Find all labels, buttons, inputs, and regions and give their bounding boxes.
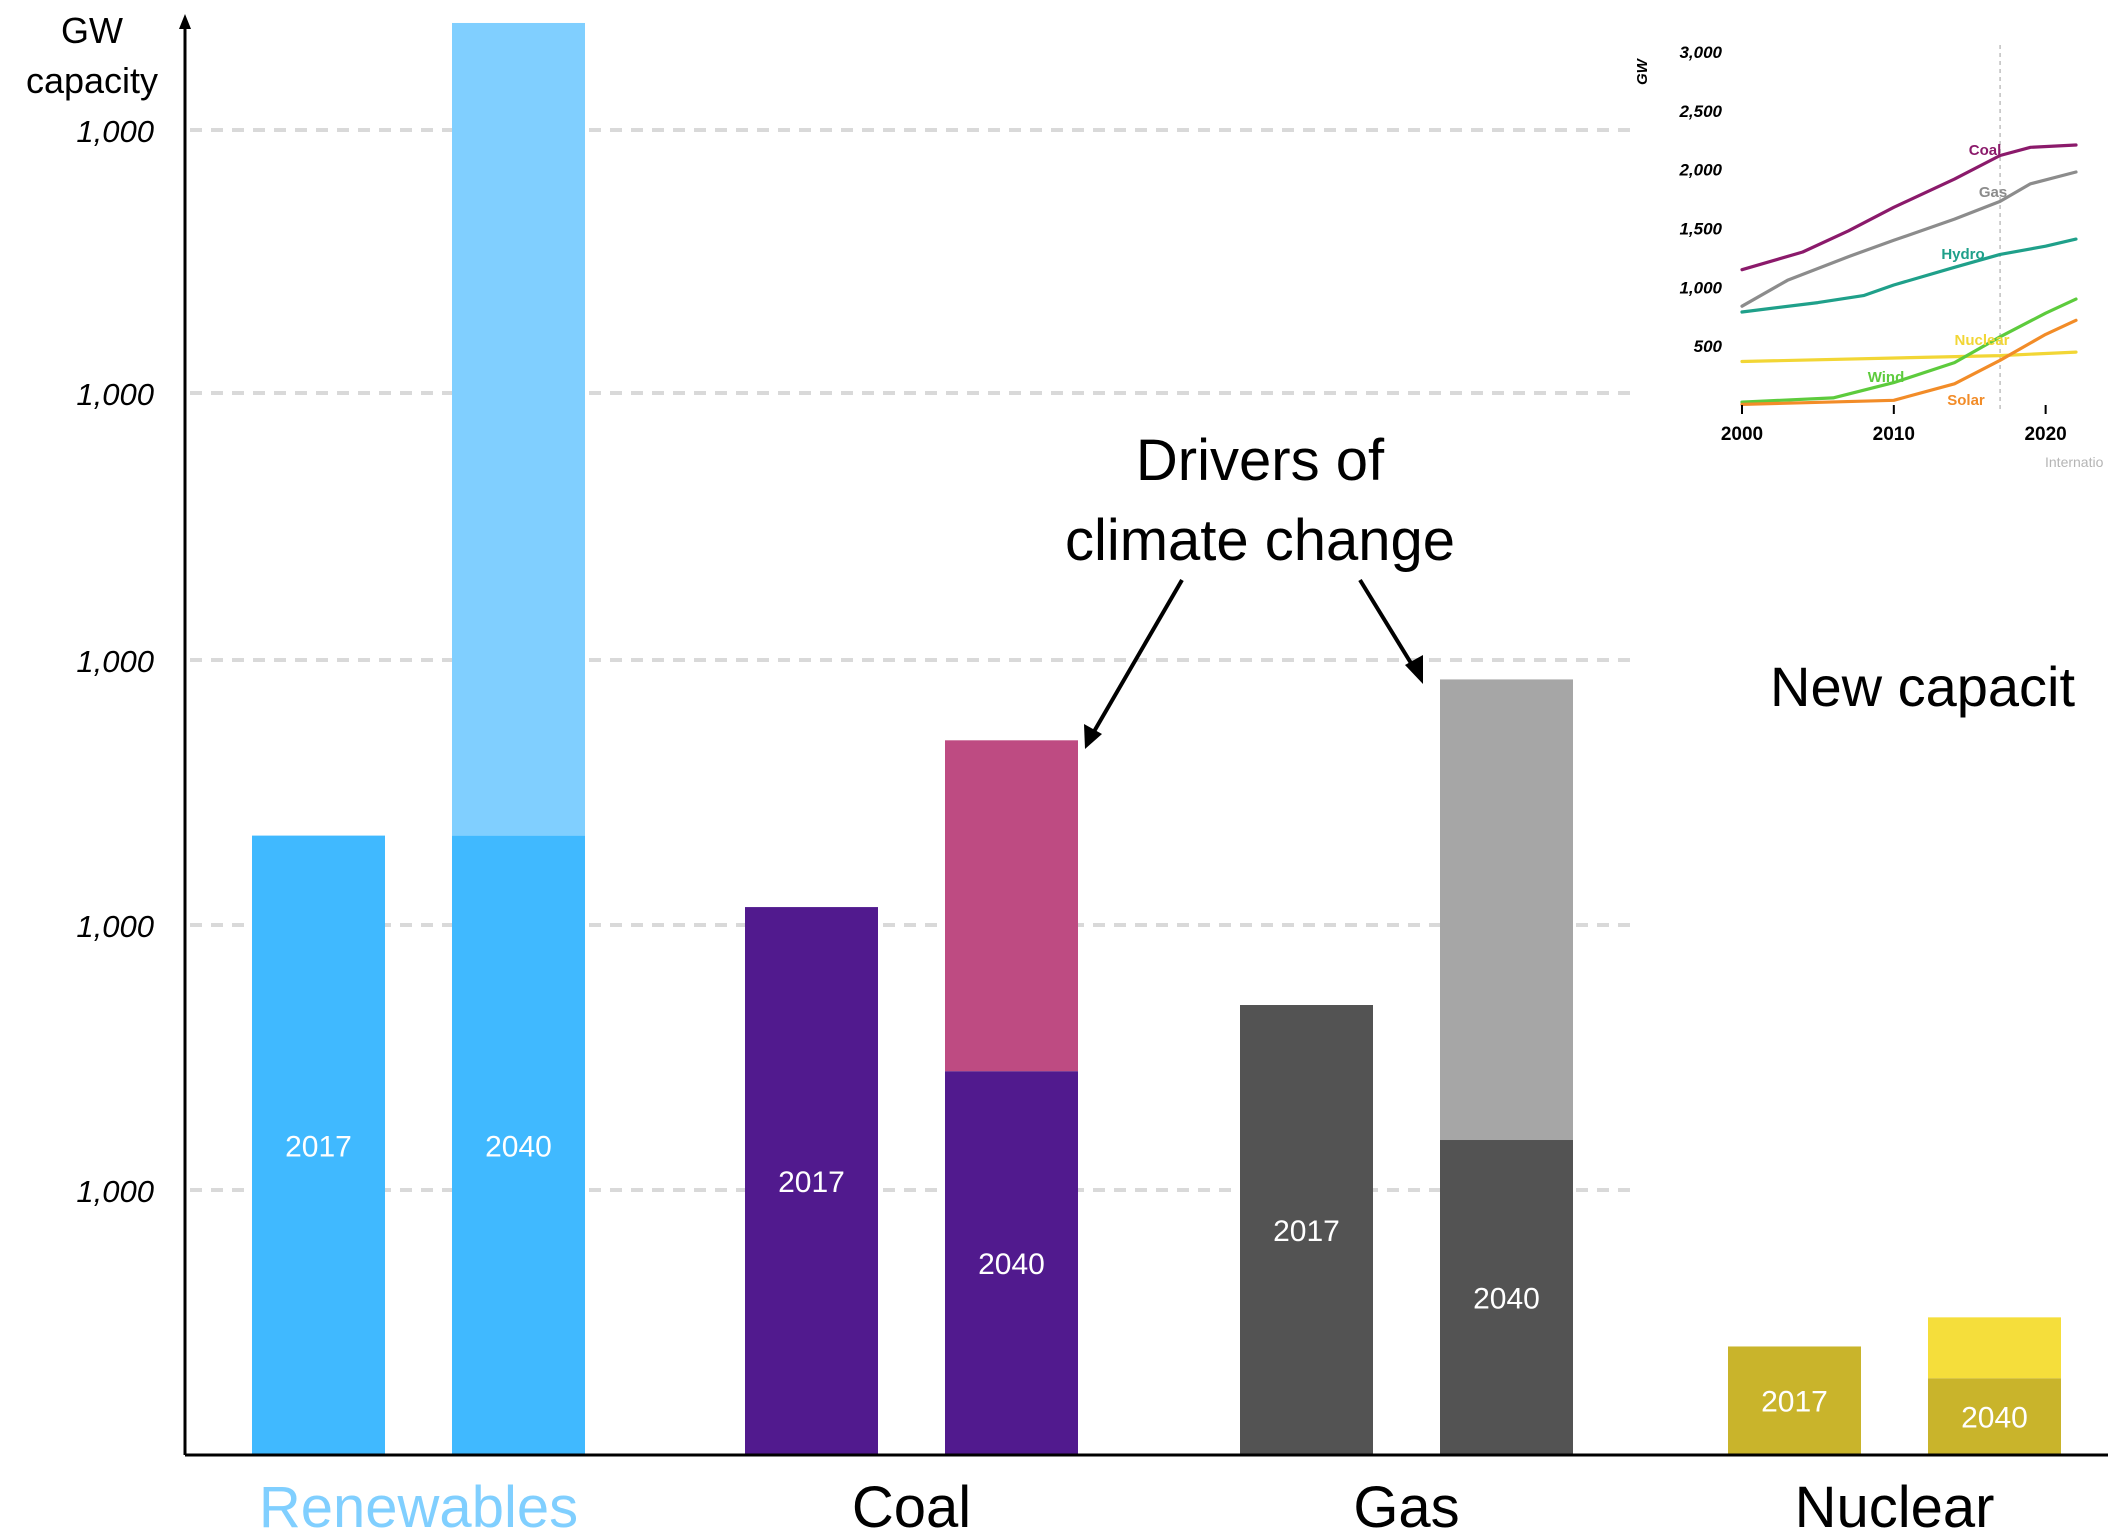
inset-series-label-wind: Wind <box>1868 369 1905 386</box>
inset-x-tick-label: 2000 <box>1721 424 1763 445</box>
coal-bar-2040-segment-1 <box>945 740 1078 1072</box>
y-axis-label-line2: capacity <box>26 60 158 101</box>
renewables-bar-2040-segment-1 <box>452 22 585 836</box>
inset-x-tick-label: 2020 <box>2024 424 2066 445</box>
inset-series-label-coal: Coal <box>1969 142 2002 159</box>
annotation-arrowhead-coal <box>1084 724 1102 749</box>
bar-year-label: 2017 <box>285 1130 352 1163</box>
inset-y-tick-label: 500 <box>1694 337 1723 356</box>
inset-y-tick-label: 1,000 <box>1679 278 1722 297</box>
coal-bar-2040-segment-0 <box>945 1071 1078 1455</box>
annotation-line2: climate change <box>1065 508 1455 573</box>
y-tick-label: 1,000 <box>76 909 154 944</box>
y-axis-arrow <box>179 14 191 29</box>
bar-year-label: 2040 <box>978 1248 1045 1281</box>
y-axis-label-line1: GW <box>61 10 123 51</box>
inset-series-label-solar: Solar <box>1947 392 1985 409</box>
bar-year-label: 2040 <box>1961 1402 2028 1435</box>
inset-series-labels: Coal Gas Hydro Nuclear Wind Solar <box>1868 142 2010 409</box>
inset-line-coal <box>1740 143 2078 272</box>
group-labels: Renewables Coal Gas Nuclear <box>259 1475 1995 1533</box>
annotation-line1: Drivers of <box>1136 428 1385 493</box>
side-text: New capacit <box>1770 655 2075 718</box>
inset-x-tick-label: 2010 <box>1873 424 1915 445</box>
inset-line-hydro <box>1740 237 2078 314</box>
nuclear-bar-2040-segment-0 <box>1928 1378 2061 1455</box>
bar-labels: 2017 2040 2017 2040 2017 2040 2017 2040 <box>285 1130 2028 1434</box>
bar-year-label: 2017 <box>1761 1386 1828 1419</box>
inset-y-tick-labels: 500 1,000 1,500 2,000 2,500 3,000 <box>1678 43 1722 356</box>
y-tick-labels: 1,000 1,000 1,000 1,000 1,000 <box>76 114 154 1209</box>
inset-lines <box>1740 143 2078 406</box>
renewables-bar-2017-segment-0 <box>252 835 385 1455</box>
annotation-arrow-coal <box>1090 578 1184 737</box>
y-tick-label: 1,000 <box>76 114 154 149</box>
inset-line-nuclear <box>1740 350 2078 364</box>
inset-line-solar <box>1740 318 2078 406</box>
inset-chart: Coal Gas Hydro Nuclear Wind Solar 500 1,000 1,5… <box>1634 43 2104 470</box>
y-tick-label: 1,000 <box>76 377 154 412</box>
grid <box>190 128 1630 1192</box>
bar-year-label: 2017 <box>1273 1215 1340 1248</box>
nuclear-bar-2017-segment-0 <box>1728 1346 1861 1455</box>
category-label-gas: Gas <box>1353 1475 1459 1533</box>
main-chart: GW capacity 1,000 1,000 1,000 1,000 1,000 Re… <box>26 10 2108 1533</box>
nuclear-bar-2040-segment-1 <box>1928 1317 2061 1379</box>
bar-year-label: 2040 <box>485 1130 552 1163</box>
gas-bar-2040-segment-0 <box>1440 1140 1573 1455</box>
inset-y-tick-label: 1,500 <box>1679 220 1722 239</box>
category-label-nuclear: Nuclear <box>1795 1475 1995 1533</box>
inset-series-label-nuclear: Nuclear <box>1954 332 2009 349</box>
y-tick-label: 1,000 <box>76 1174 154 1209</box>
inset-line-wind <box>1740 297 2078 404</box>
bars <box>252 22 2061 1455</box>
annotation-arrow-gas <box>1358 578 1416 670</box>
inset-line-gas <box>1740 170 2078 308</box>
coal-bar-2017-segment-0 <box>745 907 878 1455</box>
inset-series-label-gas: Gas <box>1979 184 2007 201</box>
renewables-bar-2040-segment-0 <box>452 835 585 1455</box>
inset-y-tick-label: 2,000 <box>1678 161 1722 180</box>
inset-y-tick-label: 3,000 <box>1679 43 1722 62</box>
bar-year-label: 2017 <box>778 1166 845 1199</box>
gas-bar-2040-segment-1 <box>1440 679 1573 1141</box>
category-label-coal: Coal <box>852 1475 971 1533</box>
gas-bar-2017-segment-0 <box>1240 1005 1373 1455</box>
inset-series-label-hydro: Hydro <box>1941 246 1984 263</box>
inset-y-tick-label: 2,500 <box>1678 102 1722 121</box>
annotation-arrowhead-gas <box>1405 655 1423 684</box>
bar-year-label: 2040 <box>1473 1283 1540 1316</box>
inset-y-axis-label: GW <box>1634 57 1651 85</box>
inset-source-text: Internatio <box>2045 454 2104 470</box>
y-tick-label: 1,000 <box>76 644 154 679</box>
annotation: Drivers of climate change <box>1065 428 1455 749</box>
inset-x-tick-labels: 2000 2010 2020 <box>1721 405 2067 445</box>
category-label-renewables: Renewables <box>259 1475 578 1533</box>
